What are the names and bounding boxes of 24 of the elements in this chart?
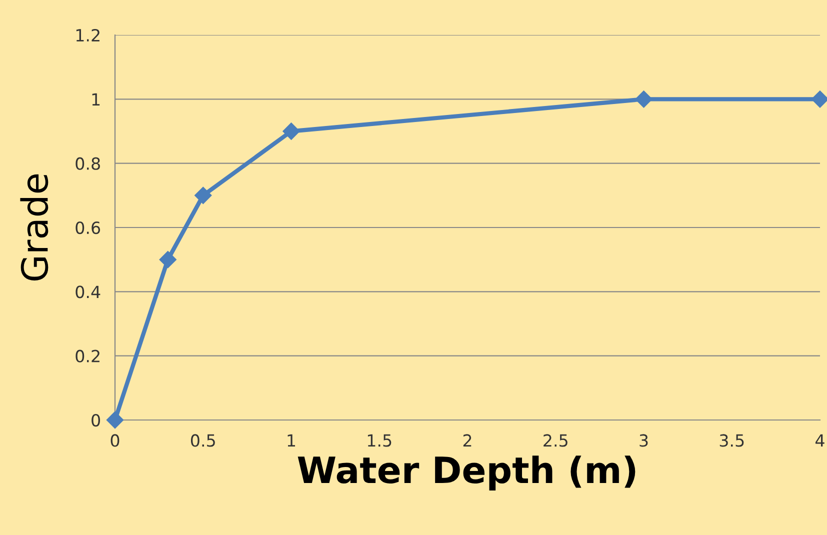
point [194, 186, 212, 204]
x-tick-label: 0 [110, 434, 120, 447]
x-tick-label: 3.5 [720, 434, 744, 447]
y-tick-label: 0 [92, 414, 100, 427]
y-tick-label: 1.2 [76, 28, 100, 42]
point [811, 90, 827, 108]
point [106, 411, 124, 429]
x-tick-label: 3 [640, 434, 648, 447]
x-tick-label: 0.5 [190, 434, 215, 447]
point [159, 251, 176, 268]
x-tick-label: 1.5 [368, 434, 392, 447]
y-tick-label: 0.6 [76, 221, 100, 234]
x-tick-label: 2 [463, 434, 472, 447]
x-tick-label: 1 [288, 434, 296, 447]
point [635, 90, 652, 108]
x-tick-label: 4 [816, 434, 824, 447]
y-tick-label: 1 [92, 93, 100, 106]
y-tick-label: 0.2 [76, 350, 100, 362]
x-axis-title: Water Depth (m) [298, 456, 636, 491]
y-tick-label: 0.8 [76, 157, 100, 170]
x-tick-label: 2.5 [544, 434, 568, 447]
y-axis-title: Grade [20, 174, 48, 281]
point [282, 122, 300, 140]
y-tick-label: 0.4 [76, 286, 100, 298]
